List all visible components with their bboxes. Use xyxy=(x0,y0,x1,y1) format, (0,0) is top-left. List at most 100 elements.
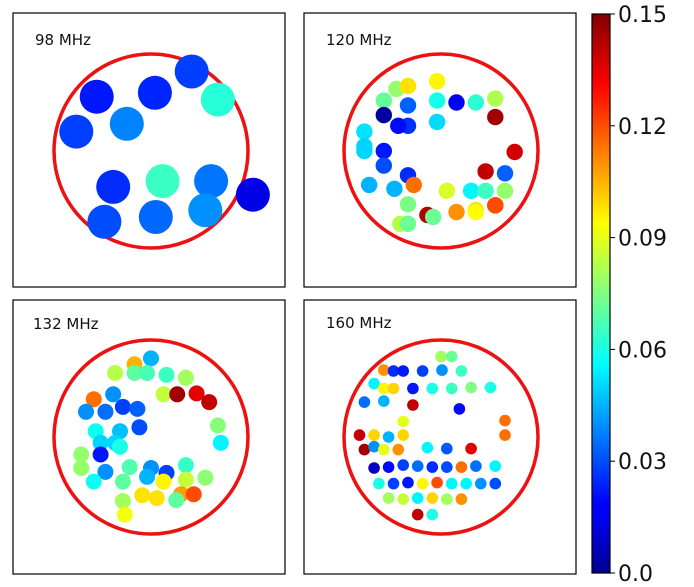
station-dot xyxy=(114,473,131,490)
station-dot xyxy=(378,443,390,456)
station-dot xyxy=(145,164,180,199)
station-dot xyxy=(155,386,172,403)
colorbar-tick-label: 0.09 xyxy=(618,227,667,252)
station-ring xyxy=(52,338,250,536)
station-dot xyxy=(356,123,373,140)
station-dot xyxy=(436,364,448,376)
panel-title: 98 MHz xyxy=(35,31,91,49)
station-dot xyxy=(375,92,392,109)
station-dot xyxy=(455,365,468,377)
station-dot xyxy=(484,381,497,394)
station-dot xyxy=(177,457,194,474)
station-dot xyxy=(411,460,424,472)
station-dot xyxy=(426,492,439,504)
station-dot xyxy=(435,350,447,363)
station-dot xyxy=(148,490,165,507)
station-dot xyxy=(441,442,453,455)
station-dot xyxy=(496,165,514,182)
station-dot xyxy=(158,366,175,383)
station-dot xyxy=(188,193,223,228)
station-dot xyxy=(378,364,390,376)
panel-98mhz: 98 MHz xyxy=(12,12,286,288)
station-dot xyxy=(407,399,419,411)
station-dot xyxy=(489,477,502,490)
station-dot xyxy=(112,438,128,455)
station-dot xyxy=(467,203,485,221)
colorbar-tick-label: 0.0 xyxy=(618,562,653,587)
station-dot xyxy=(373,477,385,490)
station-dot xyxy=(397,415,410,428)
station-dot xyxy=(375,142,392,160)
station-dot xyxy=(462,182,480,199)
panel-title: 160 MHz xyxy=(326,314,392,332)
colorbar-ticks: 0.0 0.03 0.06 0.09 0.12 0.15 xyxy=(610,3,667,587)
station-ring xyxy=(342,52,540,250)
station-dot xyxy=(73,446,90,463)
station-dot xyxy=(499,429,511,441)
colorbar-tick-label: 0.03 xyxy=(618,450,667,475)
panel-title: 120 MHz xyxy=(326,31,392,49)
panel-frame xyxy=(303,12,577,288)
station-dot xyxy=(197,469,214,486)
station-dot xyxy=(399,215,417,232)
station-dot xyxy=(496,182,514,199)
station-dots xyxy=(73,350,229,523)
station-dot xyxy=(426,508,439,521)
station-ring xyxy=(342,338,540,536)
station-dot xyxy=(85,391,102,408)
station-dot xyxy=(188,385,205,402)
station-dot xyxy=(390,117,407,134)
panel-120mhz: 120 MHz xyxy=(303,12,577,288)
station-dot xyxy=(426,461,439,473)
station-dot xyxy=(209,417,226,434)
station-dot xyxy=(426,382,439,395)
station-dot xyxy=(397,493,410,505)
panel-frame xyxy=(12,12,286,288)
station-dot xyxy=(386,180,403,197)
station-dot xyxy=(129,400,146,417)
station-dot xyxy=(387,477,400,490)
station-dot xyxy=(392,443,405,456)
station-dot xyxy=(137,75,172,110)
colorbar-tick-label: 0.06 xyxy=(618,338,667,363)
station-dot xyxy=(428,73,446,90)
station-dot xyxy=(121,459,138,476)
station-dot xyxy=(139,468,156,485)
station-dot xyxy=(399,196,417,213)
station-dot xyxy=(177,369,194,386)
station-dot xyxy=(174,54,209,89)
station-dot xyxy=(126,365,143,381)
station-dots xyxy=(59,54,270,239)
station-dot xyxy=(465,442,477,455)
panel-frame xyxy=(303,299,577,575)
station-dot xyxy=(139,365,156,381)
station-dot xyxy=(109,106,144,141)
station-dot xyxy=(455,493,468,505)
station-dot xyxy=(177,471,194,488)
station-dot xyxy=(445,350,458,363)
station-dot xyxy=(487,90,504,107)
station-dot xyxy=(399,77,417,95)
station-dot xyxy=(97,463,114,480)
colorbar-tick-label: 0.15 xyxy=(618,3,667,28)
station-dot xyxy=(368,462,380,474)
station-dot xyxy=(448,94,465,111)
station-dot xyxy=(421,441,434,454)
station-dot xyxy=(185,486,202,503)
station-dot xyxy=(78,403,94,420)
station-dot xyxy=(358,443,371,456)
station-dot xyxy=(428,92,446,109)
station-dot xyxy=(397,365,410,377)
station-dot xyxy=(169,386,186,403)
colorbar-gradient xyxy=(592,14,610,573)
station-dot xyxy=(499,414,511,427)
station-dot xyxy=(465,381,477,394)
station-dot xyxy=(143,350,159,367)
station-dot xyxy=(489,460,502,472)
station-dot xyxy=(155,473,172,490)
station-dot xyxy=(201,394,218,411)
station-dot xyxy=(382,431,395,443)
colorbar-frame xyxy=(591,13,611,574)
station-dot xyxy=(79,79,114,114)
